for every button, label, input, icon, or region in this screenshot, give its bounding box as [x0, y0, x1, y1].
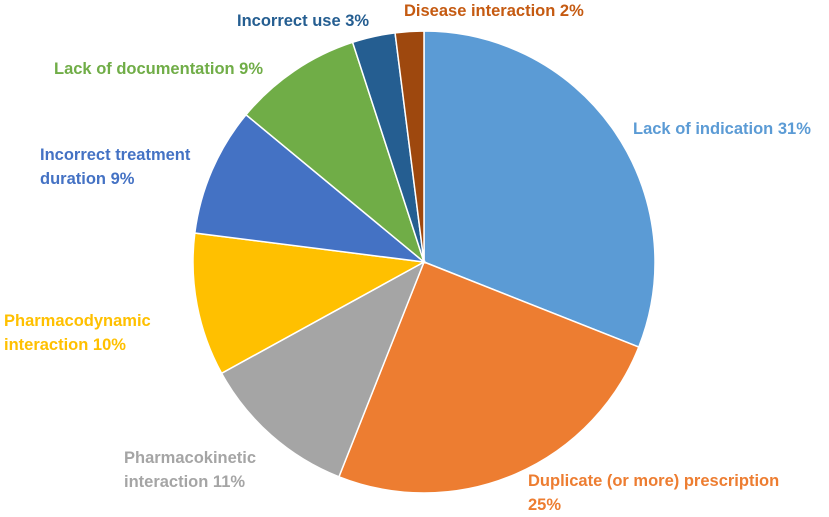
slice-label-3: Pharmacokinetic interaction 11% — [124, 449, 256, 491]
pie-slice-5 — [193, 113, 427, 264]
pie-slice-3 — [220, 260, 426, 478]
pie-slice-1 — [423, 30, 656, 349]
slice-label-6: Lack of documentation 9% — [54, 60, 263, 78]
slice-label-7: Incorrect use 3% — [237, 12, 369, 30]
slice-label-line: Lack of indication 31% — [633, 120, 811, 138]
pie-labels: Lack of indication 31% Duplicate (or more… — [4, 2, 811, 514]
pie-slice-4 — [192, 232, 427, 375]
slice-label-line: Duplicate (or more) prescription — [528, 472, 779, 490]
slice-label-line: interaction 10% — [4, 336, 126, 354]
pie-slices — [192, 30, 656, 494]
slice-label-line: duration 9% — [40, 170, 135, 188]
slice-label-line: Lack of documentation 9% — [54, 60, 263, 78]
pie-slice-6 — [244, 41, 426, 265]
slice-label-line: Pharmacodynamic — [4, 312, 151, 330]
slice-label-line: Incorrect use 3% — [237, 12, 369, 30]
slice-label-line: Disease interaction 2% — [404, 2, 584, 20]
slice-label-line: Pharmacokinetic — [124, 449, 256, 467]
slice-label-5: Incorrect treatment duration 9% — [40, 146, 191, 188]
slice-label-8: Disease interaction 2% — [404, 2, 584, 20]
slice-label-1: Lack of indication 31% — [633, 120, 811, 138]
pie-slice-2 — [337, 261, 640, 494]
slice-label-line: 25% — [528, 496, 561, 514]
slice-label-line: Incorrect treatment — [40, 146, 191, 164]
slice-label-line: interaction 11% — [124, 473, 245, 491]
slice-label-2: Duplicate (or more) prescription 25% — [528, 472, 779, 514]
slice-label-4: Pharmacodynamic interaction 10% — [4, 312, 151, 354]
pie-slice-8 — [394, 30, 425, 263]
